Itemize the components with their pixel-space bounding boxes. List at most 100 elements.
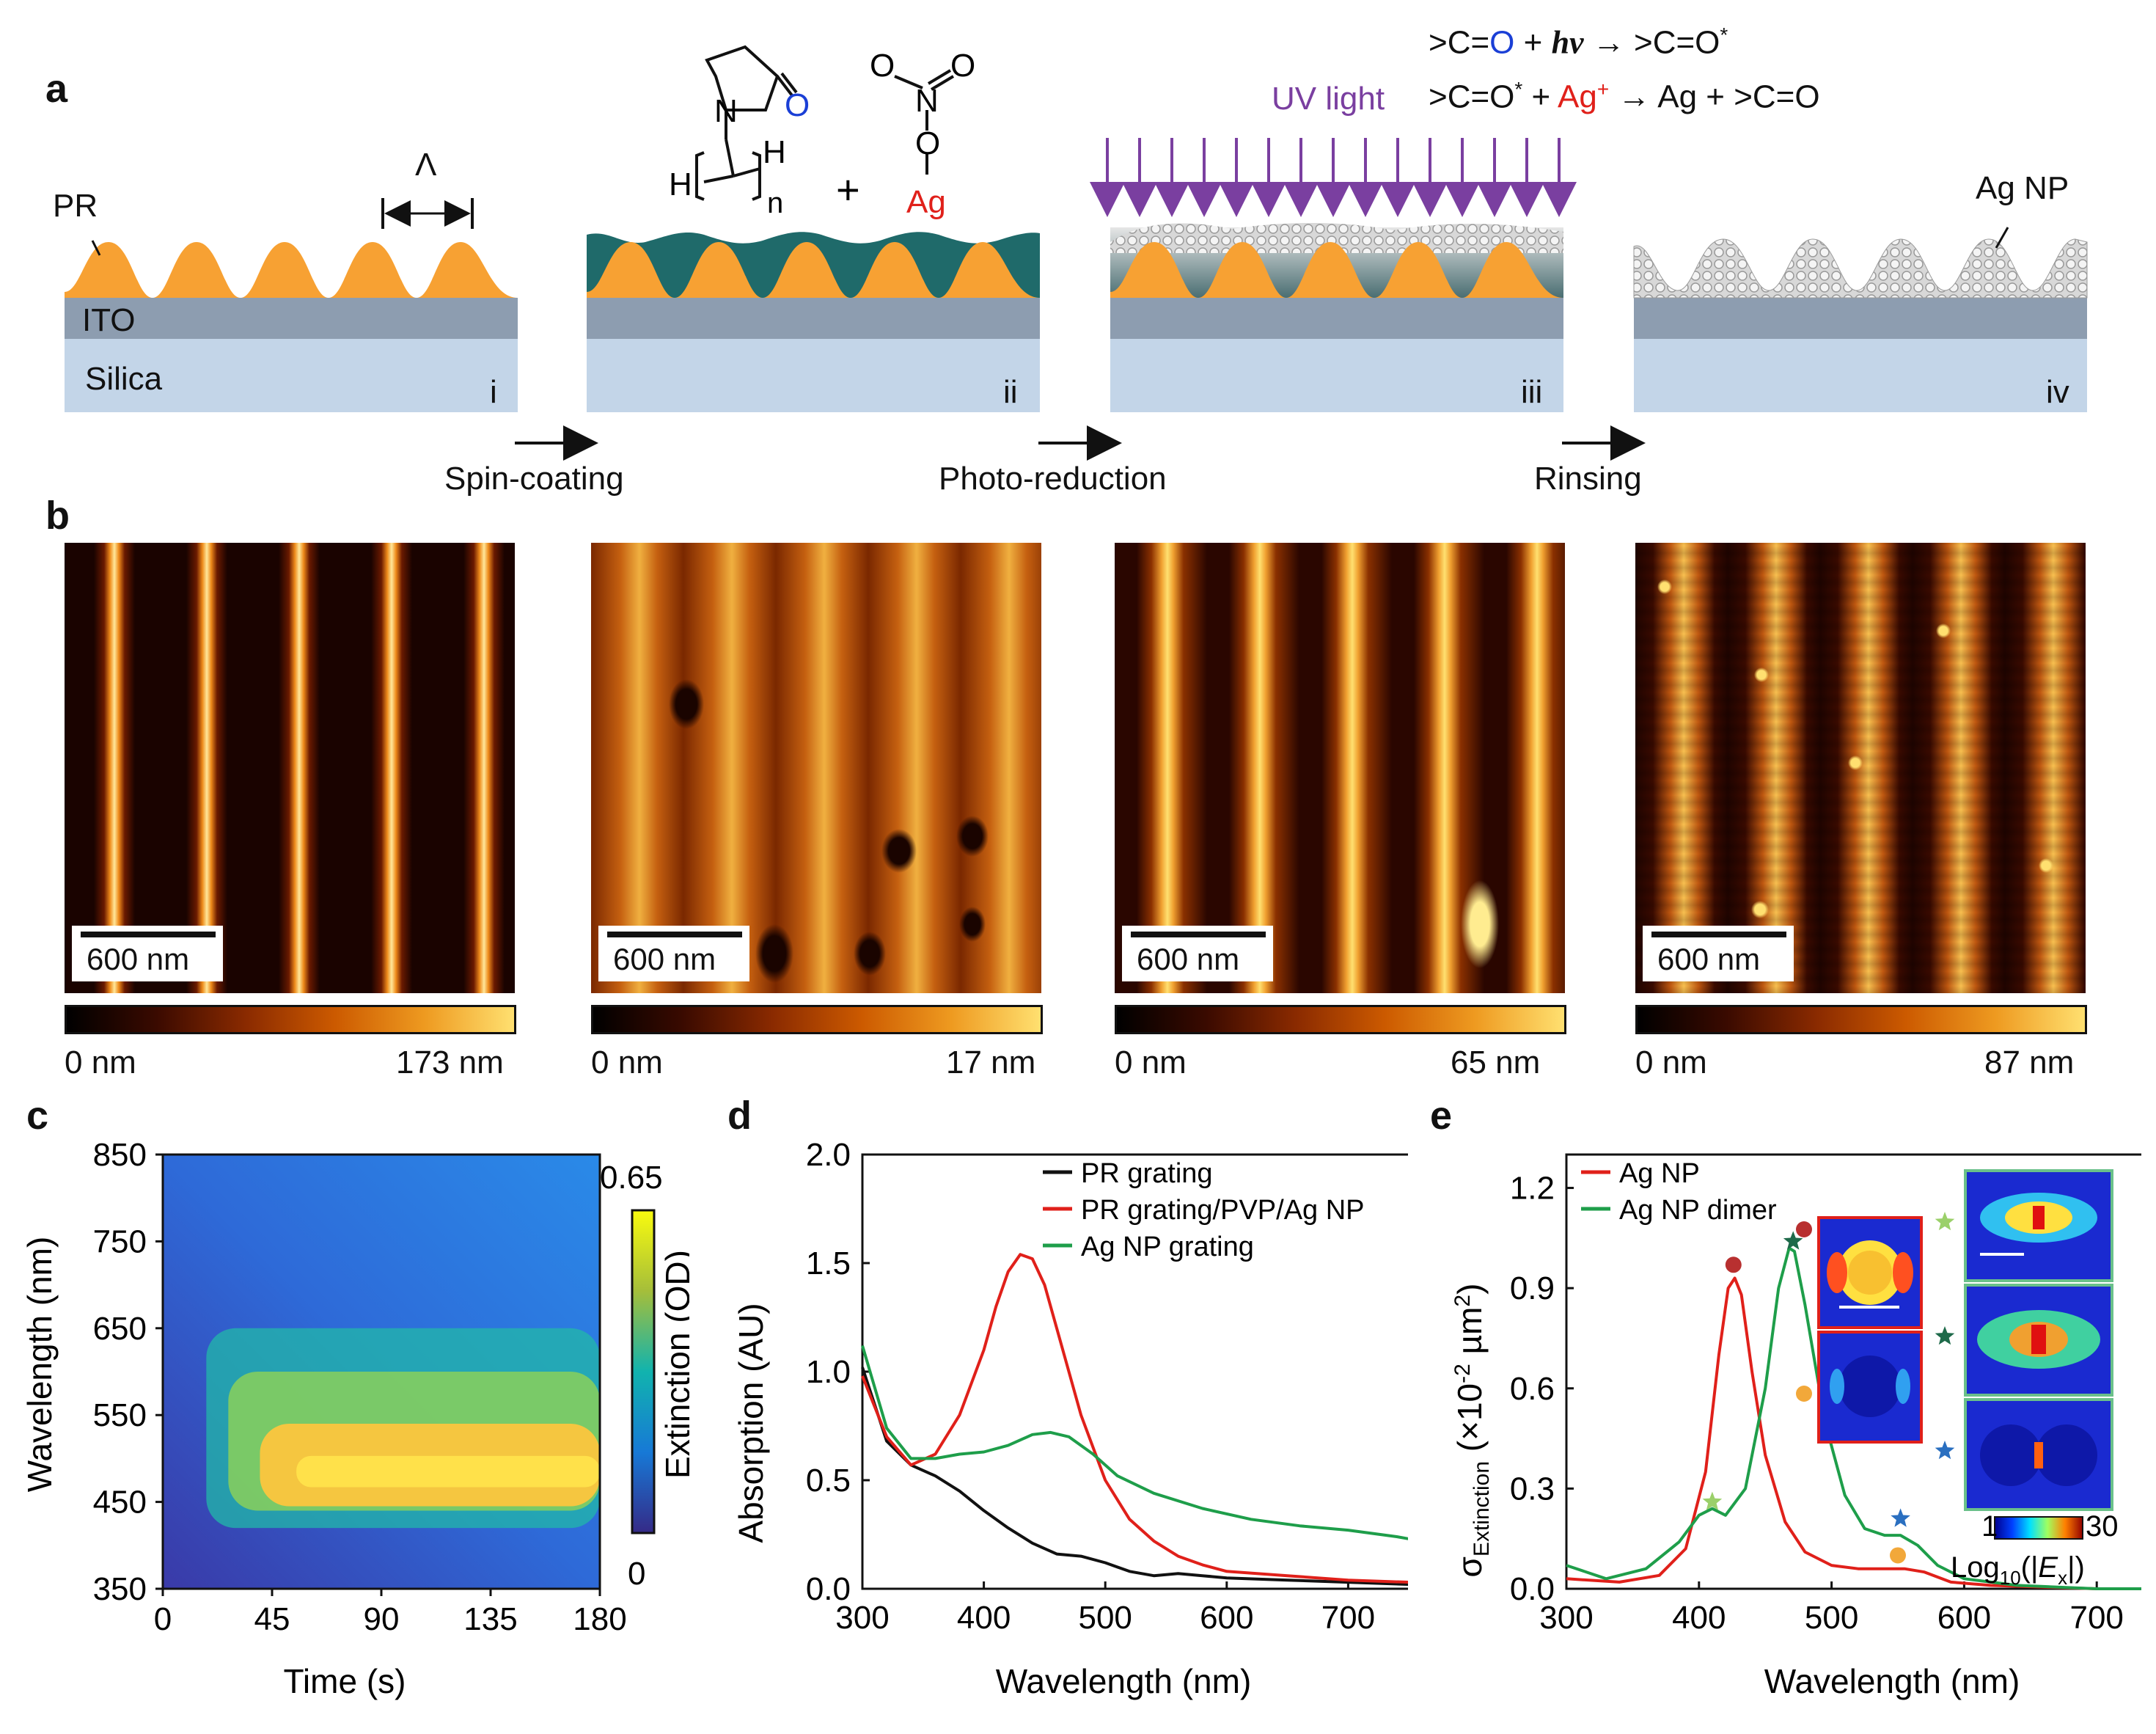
cbar-min-1: 0 nm [65,1045,136,1080]
agno3-ag: Ag [906,184,946,220]
chart-e-ylabel: σExtinction (×10-2 µm2) [1451,1284,1494,1578]
eq1-part-hv: hv [1551,24,1584,61]
field-inset-np-1 [1817,1216,1923,1329]
scale-bar-1: 600 nm [72,926,223,981]
cbar-max-1: 173 nm [396,1045,504,1080]
agno3-o2: O [950,48,975,84]
eq1-part-o: O [1489,24,1515,61]
c-colorbar [631,1209,656,1534]
pvp-n-subscript: n [767,187,783,219]
c-colorbar-min: 0 [628,1556,645,1592]
legend-label-1: PR grating/PVP/Ag NP [1081,1195,1365,1226]
e-plot-xtick-label: 600 [1937,1600,1991,1636]
agno3-o3: O [915,125,940,161]
scale-bar-label-1: 600 nm [87,942,190,976]
legend-label-1: Ag NP dimer [1619,1195,1777,1226]
plus-sign: + [836,167,860,213]
eq1-part-plus: + [1514,24,1552,61]
step-ii-stack [587,232,1040,412]
marker-star-4 [1891,1508,1910,1527]
pvp-h1-label: H [669,167,692,202]
pr-label: PR [53,188,98,224]
c-ytick-label: 350 [93,1571,147,1607]
inset-colorbar-min: 1 [1981,1510,1998,1543]
c-xtick-label: 90 [364,1601,400,1637]
ito-label: ITO [82,302,136,338]
eq2-part-ag: Ag [1558,78,1597,115]
lambda-label: Λ [415,147,437,183]
c-xtick-label: 45 [254,1601,290,1637]
c-ytick-label: 750 [93,1223,147,1259]
e-plot-xtick-label: 300 [1539,1600,1593,1636]
field-inset-dimer-3 [1964,1398,2113,1511]
d-plot-xtick-label: 300 [835,1600,889,1636]
process-rinsing: Rinsing [1534,461,1642,497]
eq1-part-star: * [1720,23,1728,46]
field-inset-dimer-1 [1964,1169,2113,1282]
d-plot-ytick-label: 0.0 [806,1571,851,1607]
c-ytick-label: 650 [93,1311,147,1347]
series-line-ag-np-dimer [1566,1246,2141,1590]
ag-np-grating [1633,238,2088,299]
scale-bar-3: 600 nm [1122,926,1273,981]
agno3-o1: O [870,48,895,84]
series-line-ag-np [1566,1276,2141,1590]
e-plot-ytick-label: 0.0 [1510,1571,1555,1607]
eq2-part-charge: + [1596,78,1610,100]
d-plot-ytick-label: 1.5 [806,1245,851,1281]
cbar-min-3: 0 nm [1115,1045,1187,1080]
chart-d-absorption: 3004005006007008000.00.51.01.52.0PR grat… [732,1137,1408,1700]
chart-c-heatmap: 0 45 90 135 180 350 450 550 650 750 850 0.65 0 Time … [21,1137,689,1700]
d-plot-xtick-label: 400 [957,1600,1011,1636]
equation-2: >C=O* + Ag+ → Ag + >C=O [1429,78,1820,116]
scale-bar-4: 600 nm [1643,926,1794,981]
c-colorbar-max: 0.65 [600,1160,663,1196]
inset-colorbar-max: 30 [2086,1510,2119,1543]
scale-bar-label-2: 600 nm [613,942,716,976]
c-ytick-label: 850 [93,1137,147,1173]
afm-image-photo-reduced [1115,543,1565,993]
chart-c-colorbar-label: Extinction (OD) [659,1250,689,1479]
step-iii-stack [1090,138,1577,412]
field-inset-dimer-2 [1964,1284,2113,1397]
chart-d-ylabel: Absorption (AU) [732,1303,770,1543]
c-ytick-label: 550 [93,1397,147,1433]
series-line-pr-grating-pvp-ag-np [861,1253,1408,1584]
pvp-structure [695,45,798,201]
field-inset-np-2 [1817,1331,1923,1444]
agno3-structure [894,69,955,175]
series-line-ag-np-grating [861,1345,1408,1540]
panel-letter-a: a [45,67,68,111]
cbar-max-4: 87 nm [1984,1045,2075,1080]
pvp-n-label: N [714,93,738,129]
afm-image-pvp-coated [591,543,1041,993]
chart-c-xlabel: Time (s) [284,1662,406,1700]
inset-key-circle-0 [1796,1221,1812,1237]
d-plot-xtick-label: 500 [1078,1600,1132,1636]
height-colorbar-4 [1635,1005,2087,1034]
marker-star-2 [1783,1231,1803,1250]
process-photo-reduction: Photo-reduction [939,461,1167,497]
c-ytick-label: 450 [93,1485,147,1521]
pr-grating [65,242,518,298]
panel-letter-d: d [727,1094,752,1138]
cbar-min-2: 0 nm [591,1045,663,1080]
cbar-max-2: 17 nm [946,1045,1036,1080]
eq2-part-star: * [1514,78,1523,100]
afm-image-pr-grating [65,543,515,993]
process-spin-coating: Spin-coating [444,461,624,497]
marker-circle-1 [1890,1547,1906,1564]
inset-colorbar-label: Log10(|Ex|) [1951,1551,2085,1589]
agno3-n: N [915,83,939,119]
uv-light-label: UV light [1272,81,1385,117]
step-i-stack [65,198,518,412]
panel-letter-c: c [26,1094,49,1138]
e-plot-ytick-label: 0.3 [1510,1471,1555,1507]
equation-1: >C=O + hv → >C=O* [1429,23,1728,62]
c-xtick-label: 135 [463,1601,517,1637]
e-plot-ytick-label: 0.9 [1510,1270,1555,1306]
step-label-iv: iv [2046,374,2069,410]
chart-c-ylabel: Wavelength (nm) [21,1237,59,1493]
ito-layer [65,298,518,339]
d-plot-xtick-label: 600 [1200,1600,1253,1636]
